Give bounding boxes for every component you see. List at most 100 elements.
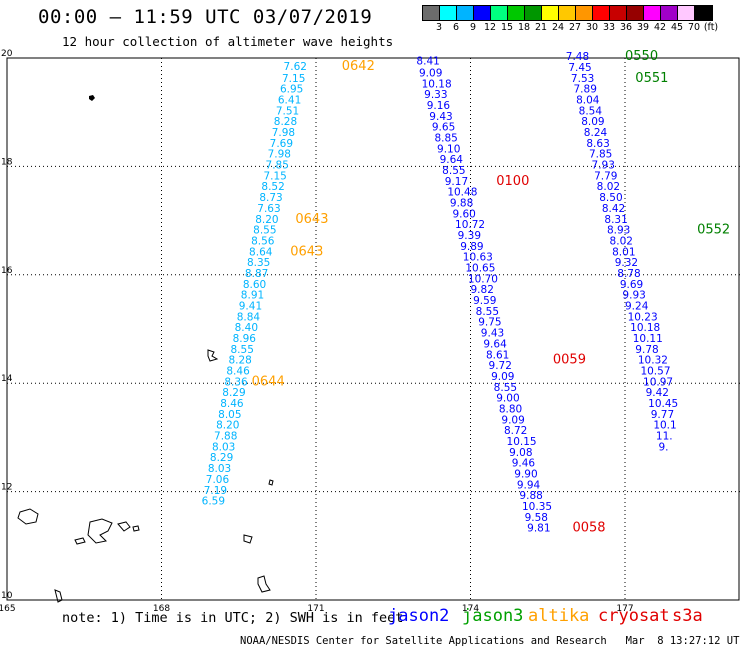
colorbar-swatch [440, 6, 457, 20]
latitude-tick-label: 16 [1, 266, 13, 276]
wave-height-value: 7.88 [214, 431, 237, 443]
wave-height-value: 9.77 [651, 409, 674, 421]
wave-height-value: 9.17 [445, 176, 468, 188]
wave-height-value: 7.62 [284, 61, 307, 73]
island [207, 349, 219, 362]
colorbar-label: 36 [619, 22, 633, 33]
wave-height-value: 7.06 [206, 474, 230, 486]
pass-time-label: 0643 [290, 244, 323, 259]
wave-height-value: 9.09 [419, 67, 442, 79]
wave-height-value: 8.29 [222, 387, 245, 399]
wave-height-value: 7.15 [263, 170, 286, 182]
island [268, 479, 274, 486]
wave-height-value: 8.35 [247, 257, 270, 269]
wave-height-value: 8.03 [212, 441, 235, 453]
wave-height-value: 10.72 [455, 219, 485, 231]
wave-height-value: 9.58 [525, 512, 548, 524]
legend-jason3: jason3 [462, 606, 524, 626]
legend-s3a: s3a [672, 606, 703, 626]
wave-height-value: 9.32 [615, 257, 638, 269]
pass-time-label: 0642 [342, 59, 375, 74]
wave-height-value: 8.41 [416, 56, 439, 68]
wave-height-value: 9.78 [635, 344, 658, 356]
wave-height-value: 10.18 [422, 78, 452, 90]
wave-height-value: 8.52 [261, 181, 284, 193]
wave-height-value: 6.59 [202, 496, 225, 508]
legend-altika: altika [528, 606, 590, 626]
wave-height-value: 8.55 [476, 306, 499, 318]
wave-height-value: 6.41 [278, 95, 301, 107]
wave-height-value: 7.45 [568, 62, 591, 74]
colorbar-swatch [644, 6, 661, 20]
pass-time-label: 0643 [295, 212, 328, 227]
wave-height-value: 9.64 [440, 154, 464, 166]
pass-time-label: 0644 [252, 374, 285, 389]
colorbar-swatch [627, 6, 644, 20]
island [243, 534, 253, 544]
colorbar-label: 15 [500, 22, 514, 33]
wave-height-value: 8.56 [251, 235, 275, 247]
wave-height-value: 10.65 [465, 263, 495, 275]
colorbar-label: 30 [585, 22, 599, 33]
colorbar-label: 42 [653, 22, 667, 33]
wave-height-value: 9.42 [646, 387, 669, 399]
wave-height-value: 8.02 [610, 235, 633, 247]
wave-height-value: 7.79 [594, 170, 617, 182]
wave-height-value: 8.63 [586, 138, 609, 150]
wave-height-value: 8.01 [612, 246, 635, 258]
wave-height-value: 9.90 [514, 469, 537, 481]
colorbar-label: 39 [636, 22, 650, 33]
island [54, 589, 63, 603]
wave-height-value: 9.08 [509, 447, 532, 459]
wave-height-value: 9.43 [481, 328, 504, 340]
colorbar-label: 45 [670, 22, 684, 33]
colorbar-swatch [525, 6, 542, 20]
wave-height-value: 9.75 [478, 317, 501, 329]
colorbar-swatch [610, 6, 627, 20]
longitude-tick-label: 168 [153, 604, 170, 614]
map-grid: 165 168 171 174 177 10 12 14 16 18 20 [0, 49, 740, 614]
colorbar-label: 9 [469, 22, 477, 33]
colorbar-swatch [474, 6, 491, 20]
wave-height-value: 8.85 [434, 132, 457, 144]
wave-height-value: 8.60 [243, 279, 266, 291]
colorbar-swatch [695, 6, 712, 20]
pass-time-label: 0058 [572, 521, 605, 536]
colorbar-label: 70 [687, 22, 701, 33]
wave-height-value: 9.16 [427, 100, 451, 112]
wave-height-value: 8.55 [494, 382, 517, 394]
wave-height-value: 9.10 [437, 143, 460, 155]
wave-height-value: 9.89 [460, 241, 483, 253]
latitude-tick-label: 20 [1, 49, 13, 59]
longitude-tick-label: 165 [0, 604, 16, 614]
wave-height-value: 7.85 [266, 160, 289, 172]
pass-time-label: 0552 [697, 223, 730, 238]
wave-height-value: 10.48 [447, 187, 477, 199]
island [87, 518, 113, 544]
wave-height-value: 8.42 [602, 203, 625, 215]
wave-height-value: 9.33 [424, 89, 447, 101]
wave-height-value: 8.55 [253, 225, 276, 237]
map-subtitle: 12 hour collection of altimeter wave hei… [62, 34, 394, 49]
wave-height-value: 8.73 [259, 192, 282, 204]
wave-height-value: 9.81 [527, 523, 550, 535]
longitude-tick-label: 174 [462, 604, 479, 614]
wave-height-value: 8.28 [228, 355, 251, 367]
wave-height-value: 10.35 [522, 501, 552, 513]
map-title: 00:00 – 11:59 UTC 03/07/2019 [38, 6, 373, 28]
wave-height-value: 7.93 [592, 160, 615, 172]
wave-height-value: 9.46 [512, 458, 536, 470]
latitude-tick-label: 14 [1, 374, 13, 384]
wave-height-value: 7.53 [571, 73, 594, 85]
wave-height-value: 7.63 [257, 203, 280, 215]
wave-height-value: 10.18 [630, 322, 660, 334]
wave-height-value: 9.60 [452, 208, 475, 220]
latitude-tick-label: 18 [1, 157, 13, 167]
wave-height-value: 8.40 [235, 322, 258, 334]
wave-height-value: 8.80 [499, 403, 522, 415]
wave-height-value: 10.11 [633, 333, 663, 345]
colorbar-label: 12 [483, 22, 497, 33]
pass-time-label: 0059 [553, 353, 586, 368]
wave-height-value: 8.78 [617, 268, 640, 280]
wave-height-value: 8.03 [208, 463, 231, 475]
